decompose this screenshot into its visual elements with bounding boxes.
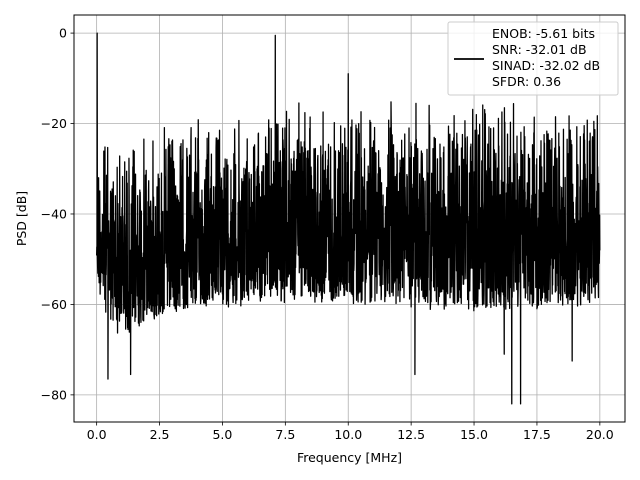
y-axis-label: PSD [dB] — [14, 191, 29, 246]
series-line — [95, 32, 601, 405]
legend: ENOB: -5.61 bits SNR: -32.01 dB SINAD: -… — [447, 21, 619, 96]
y-tick-label: −80 — [41, 387, 67, 402]
legend-entry-enob: ENOB: -5.61 bits — [492, 26, 595, 41]
axis-ticks: 0.0 2.5 5.0 7.5 10.0 12.5 15.0 17.5 20.0 0 −20 −40 −… — [41, 26, 614, 442]
legend-entry-snr: SNR: -32.01 dB — [492, 42, 587, 57]
x-tick-label: 20.0 — [586, 427, 614, 442]
legend-box — [447, 21, 619, 96]
x-tick-label: 5.0 — [212, 427, 232, 442]
x-tick-label: 12.5 — [397, 427, 425, 442]
x-tick-label: 7.5 — [275, 427, 295, 442]
y-tick-label: −20 — [41, 116, 67, 131]
y-tick-label: 0 — [59, 26, 67, 41]
x-axis-label: Frequency [MHz] — [297, 450, 402, 465]
legend-entry-sfdr: SFDR: 0.36 — [492, 74, 561, 89]
x-tick-label: 0.0 — [87, 427, 107, 442]
x-tick-label: 2.5 — [150, 427, 170, 442]
y-tick-label: −60 — [41, 297, 67, 312]
x-tick-label: 15.0 — [460, 427, 488, 442]
y-tick-label: −40 — [41, 206, 67, 221]
plot-area — [95, 32, 601, 405]
plot-frame — [73, 14, 626, 423]
x-tick-label: 17.5 — [523, 427, 551, 442]
x-tick-label: 10.0 — [334, 427, 362, 442]
legend-entry-sinad: SINAD: -32.02 dB — [492, 58, 600, 73]
